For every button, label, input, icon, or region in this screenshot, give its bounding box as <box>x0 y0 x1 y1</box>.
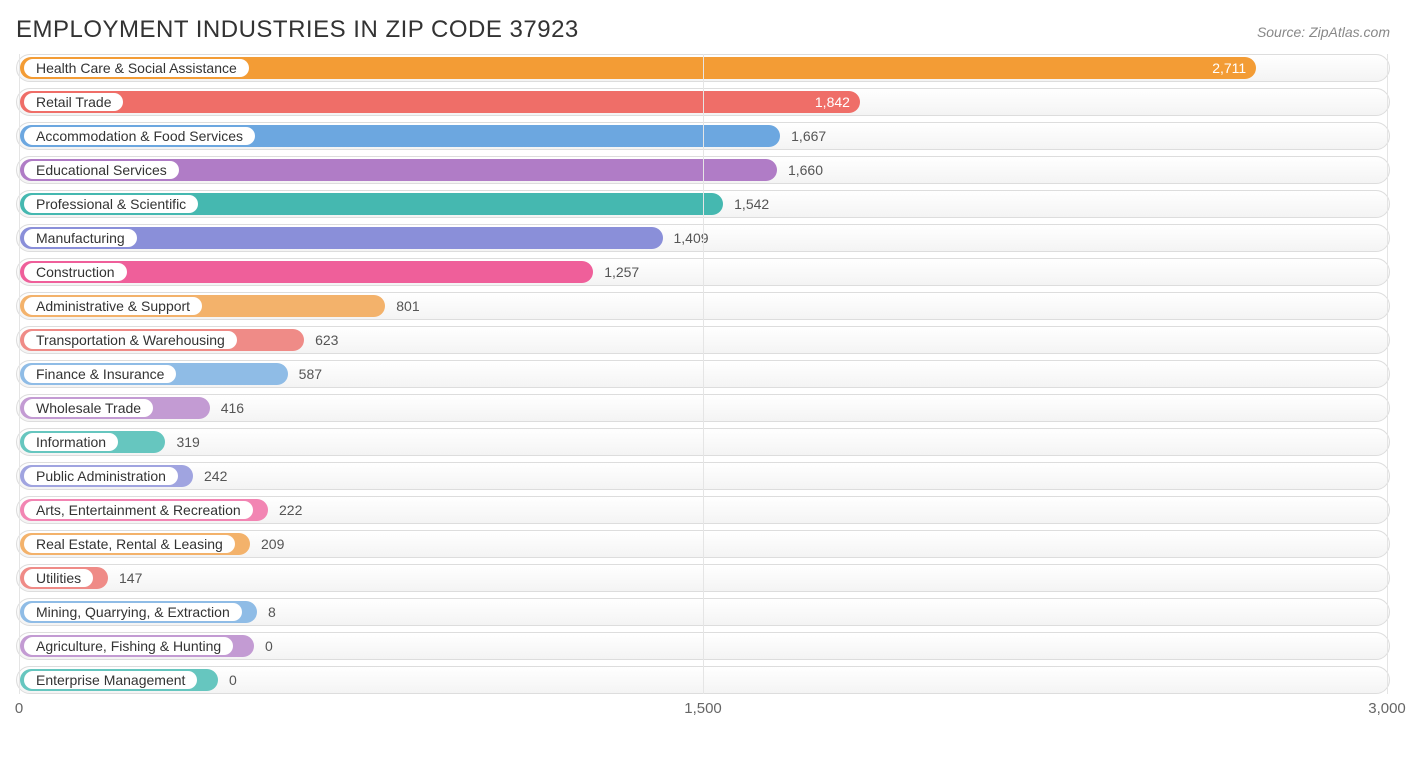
bar-row: 623 Transportation & Warehousing <box>16 326 1390 354</box>
bar-row: 2,711 Health Care & Social Assistance <box>16 54 1390 82</box>
bar-row: 319 Information <box>16 428 1390 456</box>
bar-value-label: 319 <box>176 429 199 455</box>
bar-category-label: Finance & Insurance <box>24 365 176 383</box>
bar-value-label: 1,842 <box>815 91 850 113</box>
bar-category-label: Construction <box>24 263 127 281</box>
bar-track: 416 Wholesale Trade <box>16 394 1390 422</box>
bar-value-label: 222 <box>279 497 302 523</box>
bar-track: 222 Arts, Entertainment & Recreation <box>16 496 1390 524</box>
chart-source: Source: ZipAtlas.com <box>1257 24 1390 40</box>
bar-value-label: 1,257 <box>604 259 639 285</box>
bar-track: 0 Enterprise Management <box>16 666 1390 694</box>
bar-row: 1,409 Manufacturing <box>16 224 1390 252</box>
bar-track: 209 Real Estate, Rental & Leasing <box>16 530 1390 558</box>
bar-track: 1,257 Construction <box>16 258 1390 286</box>
employment-bar-chart: 2,711 Health Care & Social Assistance 1,84… <box>16 54 1390 728</box>
bar-row: 416 Wholesale Trade <box>16 394 1390 422</box>
bar-track: 1,660 Educational Services <box>16 156 1390 184</box>
bar-value-label: 587 <box>299 361 322 387</box>
bar-category-label: Agriculture, Fishing & Hunting <box>24 637 233 655</box>
bar-category-label: Administrative & Support <box>24 297 202 315</box>
bar-row: 801 Administrative & Support <box>16 292 1390 320</box>
bar-value-label: 1,667 <box>791 123 826 149</box>
bar-value-label: 0 <box>229 667 237 693</box>
bar-track: 623 Transportation & Warehousing <box>16 326 1390 354</box>
bar-category-label: Real Estate, Rental & Leasing <box>24 535 235 553</box>
bar-category-label: Mining, Quarrying, & Extraction <box>24 603 242 621</box>
bar-value-label: 1,409 <box>674 225 709 251</box>
bar-category-label: Health Care & Social Assistance <box>24 59 249 77</box>
chart-title: EMPLOYMENT INDUSTRIES IN ZIP CODE 37923 <box>16 16 579 44</box>
bar-category-label: Arts, Entertainment & Recreation <box>24 501 253 519</box>
x-axis-tick: 3,000 <box>1368 700 1406 717</box>
x-axis: 01,5003,000 <box>16 700 1390 728</box>
bar-track: 2,711 Health Care & Social Assistance <box>16 54 1390 82</box>
bar-row: 1,257 Construction <box>16 258 1390 286</box>
bar-category-label: Enterprise Management <box>24 671 197 689</box>
x-axis-tick: 0 <box>15 700 23 717</box>
bar-track: 242 Public Administration <box>16 462 1390 490</box>
bar-row: 222 Arts, Entertainment & Recreation <box>16 496 1390 524</box>
bar-fill: 1,842 <box>20 91 860 113</box>
bar-row: 1,542 Professional & Scientific <box>16 190 1390 218</box>
bar-row: 587 Finance & Insurance <box>16 360 1390 388</box>
bar-value-label: 623 <box>315 327 338 353</box>
bar-value-label: 8 <box>268 599 276 625</box>
bar-row: 0 Enterprise Management <box>16 666 1390 694</box>
bar-row: 242 Public Administration <box>16 462 1390 490</box>
bar-row: 8 Mining, Quarrying, & Extraction <box>16 598 1390 626</box>
bar-value-label: 147 <box>119 565 142 591</box>
bar-category-label: Transportation & Warehousing <box>24 331 237 349</box>
bar-row: 1,660 Educational Services <box>16 156 1390 184</box>
bar-track: 8 Mining, Quarrying, & Extraction <box>16 598 1390 626</box>
bar-value-label: 801 <box>396 293 419 319</box>
bar-track: 1,842 Retail Trade <box>16 88 1390 116</box>
bar-category-label: Utilities <box>24 569 93 587</box>
bar-value-label: 416 <box>221 395 244 421</box>
bar-category-label: Professional & Scientific <box>24 195 198 213</box>
bar-row: 0 Agriculture, Fishing & Hunting <box>16 632 1390 660</box>
bar-row: 209 Real Estate, Rental & Leasing <box>16 530 1390 558</box>
bar-track: 587 Finance & Insurance <box>16 360 1390 388</box>
bar-track: 0 Agriculture, Fishing & Hunting <box>16 632 1390 660</box>
bar-value-label: 2,711 <box>1212 57 1246 79</box>
bar-category-label: Accommodation & Food Services <box>24 127 255 145</box>
bar-track: 319 Information <box>16 428 1390 456</box>
bar-track: 147 Utilities <box>16 564 1390 592</box>
bar-track: 1,542 Professional & Scientific <box>16 190 1390 218</box>
header: EMPLOYMENT INDUSTRIES IN ZIP CODE 37923 … <box>16 16 1390 44</box>
bar-category-label: Information <box>24 433 118 451</box>
bar-category-label: Retail Trade <box>24 93 123 111</box>
bar-value-label: 0 <box>265 633 273 659</box>
bar-category-label: Wholesale Trade <box>24 399 153 417</box>
bar-category-label: Manufacturing <box>24 229 137 247</box>
bar-row: 1,842 Retail Trade <box>16 88 1390 116</box>
bar-category-label: Educational Services <box>24 161 179 179</box>
bar-track: 1,667 Accommodation & Food Services <box>16 122 1390 150</box>
bar-value-label: 1,542 <box>734 191 769 217</box>
x-axis-tick: 1,500 <box>684 700 722 717</box>
bar-track: 801 Administrative & Support <box>16 292 1390 320</box>
bar-value-label: 242 <box>204 463 227 489</box>
bar-track: 1,409 Manufacturing <box>16 224 1390 252</box>
bar-value-label: 1,660 <box>788 157 823 183</box>
bar-row: 147 Utilities <box>16 564 1390 592</box>
bar-value-label: 209 <box>261 531 284 557</box>
bar-row: 1,667 Accommodation & Food Services <box>16 122 1390 150</box>
bar-category-label: Public Administration <box>24 467 178 485</box>
